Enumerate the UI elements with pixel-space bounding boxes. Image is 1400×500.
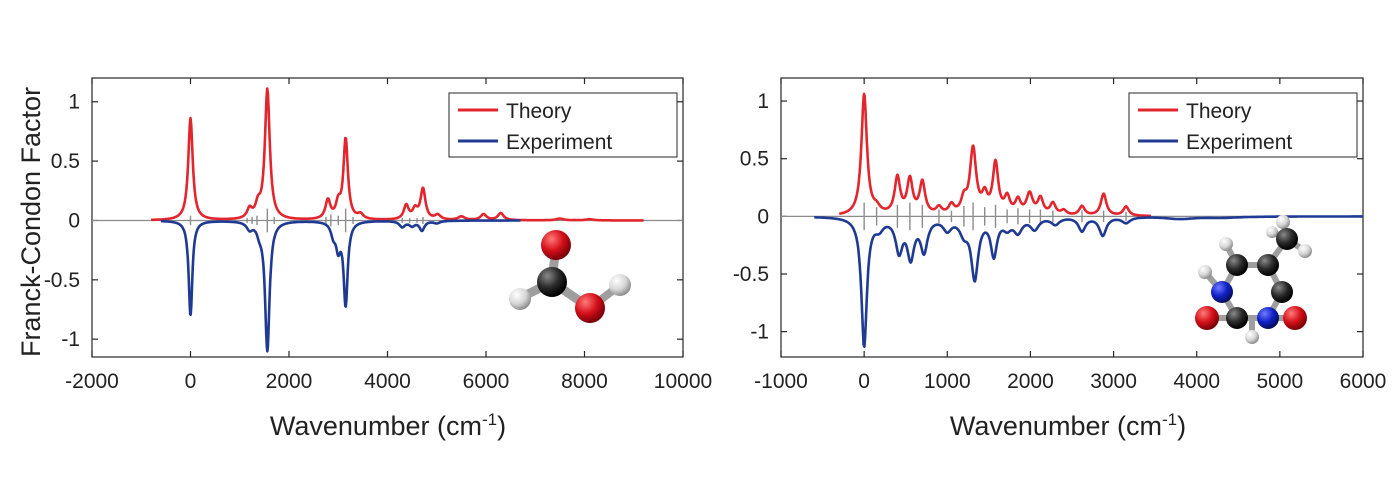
right-x-axis-label: Wavenumber (cm-1): [950, 410, 1186, 441]
legend-label: Theory: [1186, 100, 1252, 123]
legend-label: Theory: [506, 100, 572, 123]
x-tick-label: 1000: [924, 370, 971, 393]
y-tick-label: 1: [68, 91, 80, 114]
y-tick-label: 0.5: [740, 148, 769, 171]
x-tick-label: 5000: [1256, 370, 1303, 393]
legend-box: [1128, 92, 1358, 158]
y-tick-label: 1: [757, 90, 769, 113]
legend: Theory Experiment: [1128, 92, 1358, 158]
x-tick-label: 3000: [1090, 370, 1137, 393]
series-line-experiment: [160, 219, 522, 353]
x-tick-label: 8000: [561, 370, 608, 393]
right-chart: -1000 0 1000 2000 3000 4000 5000 6000 1 0.5 0 -0.5 -…: [733, 77, 1387, 393]
legend: Theory Experiment: [448, 92, 678, 158]
x-tick-label: 6000: [463, 370, 510, 393]
x-tick-label: 2000: [266, 370, 313, 393]
x-tick-label: 0: [185, 370, 197, 393]
y-tick-label: -0.5: [733, 263, 769, 286]
legend-label: Experiment: [1186, 131, 1292, 154]
x-tick-label: 0: [858, 370, 870, 393]
y-tick-label: 0: [68, 209, 80, 232]
x-tick-label: 4000: [1173, 370, 1220, 393]
legend-label: Experiment: [506, 131, 612, 154]
left-chart: -2000 0 2000 4000 6000 8000 10000 1 0.5 0 -0.5 -1 Th…: [44, 77, 712, 393]
y-tick-label: 0: [757, 205, 769, 228]
series-line-theory: [838, 92, 1152, 218]
x-tick-label: 10000: [654, 370, 712, 393]
y-tick-label: 0.5: [51, 150, 80, 173]
series-line-experiment: [813, 215, 1364, 349]
left-x-axis-label: Wavenumber (cm-1): [270, 410, 506, 441]
y-axis-label: Franck-Condon Factor: [16, 87, 46, 357]
thymine-molecule: [1195, 215, 1312, 344]
y-tick-label: -0.5: [44, 269, 80, 292]
x-tick-label: 4000: [364, 370, 411, 393]
legend-box: [448, 92, 678, 158]
y-tick-label: -1: [61, 328, 80, 351]
x-tick-label: -2000: [65, 370, 119, 393]
formic-acid-molecule: [509, 230, 631, 323]
series-line-theory: [150, 87, 645, 222]
y-tick-label: -1: [750, 321, 769, 344]
x-tick-label: -1000: [754, 370, 808, 393]
x-tick-label: 6000: [1340, 370, 1387, 393]
x-tick-label: 2000: [1007, 370, 1054, 393]
